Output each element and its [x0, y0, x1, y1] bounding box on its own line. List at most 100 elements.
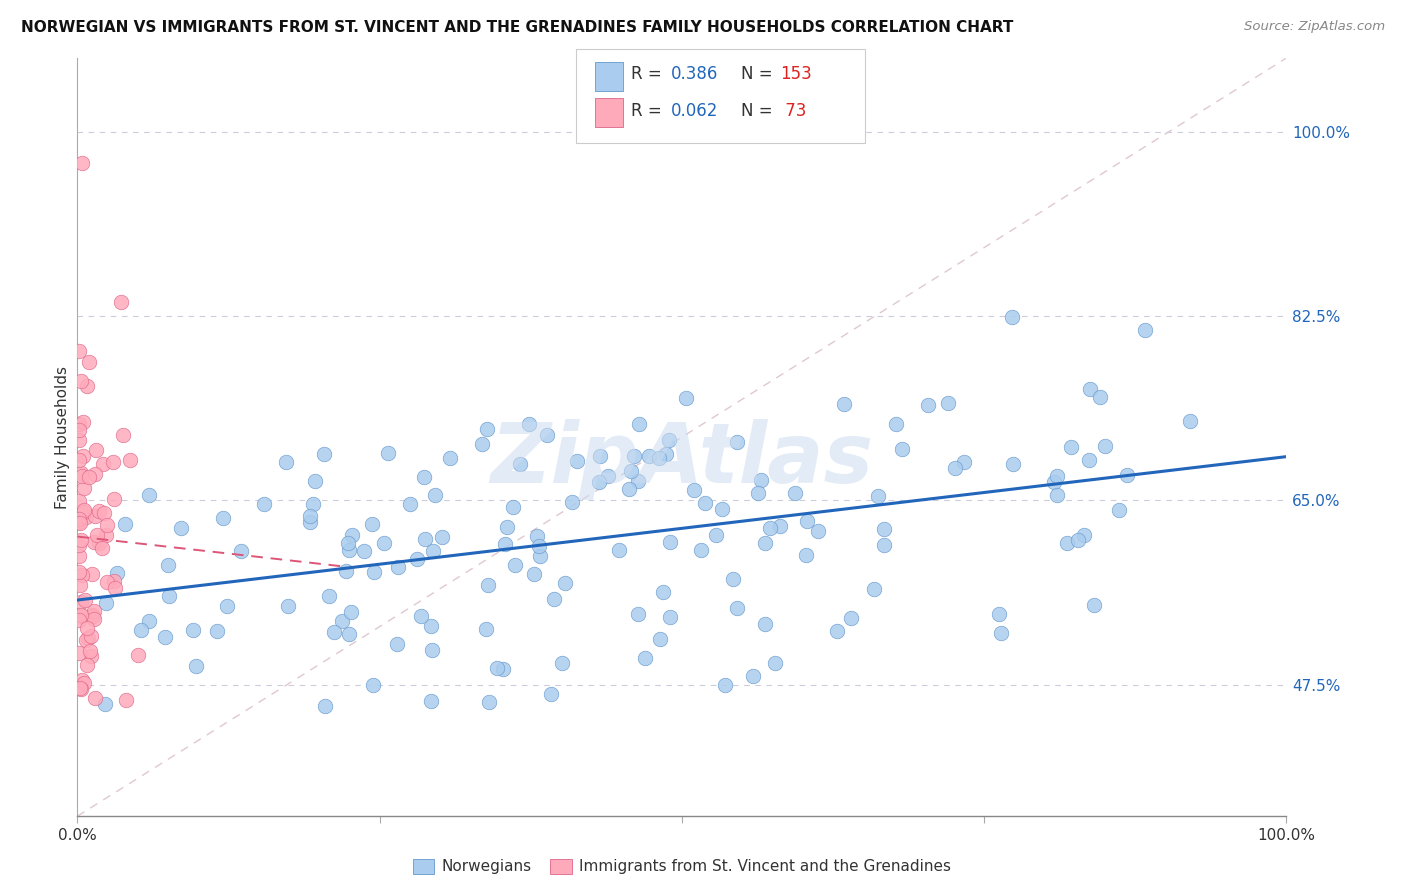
Text: 153: 153 — [780, 65, 813, 83]
Point — [115, 693, 138, 707]
Point — [494, 537, 516, 551]
Point — [70, 533, 93, 547]
Point — [76, 658, 98, 673]
Point — [589, 449, 612, 463]
Point — [83, 612, 105, 626]
Point — [890, 442, 912, 456]
Point — [412, 470, 434, 484]
Point — [627, 475, 650, 489]
Point — [495, 520, 517, 534]
Point — [742, 668, 765, 682]
Point — [420, 643, 443, 657]
Text: 0.386: 0.386 — [671, 65, 718, 83]
Point — [387, 637, 409, 651]
Point — [73, 503, 96, 517]
Point — [1115, 468, 1137, 483]
Point — [335, 564, 357, 578]
Point — [276, 454, 298, 468]
Point — [693, 496, 716, 510]
Point — [105, 566, 128, 581]
Text: R =: R = — [631, 65, 668, 83]
Point — [873, 522, 896, 536]
Point — [1056, 536, 1078, 550]
Point — [675, 391, 697, 405]
Point — [1046, 488, 1069, 502]
Point — [763, 656, 786, 670]
Point — [1046, 468, 1069, 483]
Point — [361, 678, 384, 692]
Legend: Norwegians, Immigrants from St. Vincent and the Grenadines: Norwegians, Immigrants from St. Vincent … — [406, 853, 957, 880]
Point — [486, 661, 509, 675]
Point — [1001, 310, 1024, 324]
Point — [863, 582, 886, 596]
Point — [229, 544, 252, 558]
Point — [596, 468, 619, 483]
Point — [67, 549, 90, 564]
Point — [540, 687, 562, 701]
Point — [299, 508, 322, 523]
Point — [69, 578, 91, 592]
Point — [337, 542, 360, 557]
Point — [1108, 502, 1130, 516]
Point — [554, 575, 576, 590]
Point — [725, 600, 748, 615]
Point — [96, 575, 118, 590]
Point — [714, 677, 737, 691]
Text: Source: ZipAtlas.com: Source: ZipAtlas.com — [1244, 20, 1385, 33]
Point — [314, 698, 336, 713]
Point — [387, 560, 409, 574]
Text: 73: 73 — [780, 102, 807, 120]
Point — [1078, 383, 1101, 397]
Point — [1083, 598, 1105, 612]
Point — [620, 464, 643, 478]
Point — [1178, 414, 1201, 428]
Point — [69, 516, 91, 531]
Text: N =: N = — [741, 65, 778, 83]
Point — [91, 457, 114, 471]
Point — [565, 454, 588, 468]
Point — [588, 475, 610, 490]
Point — [83, 535, 105, 549]
Point — [747, 485, 769, 500]
Point — [67, 512, 90, 526]
Point — [77, 355, 100, 369]
Point — [322, 625, 344, 640]
Point — [651, 585, 673, 599]
Point — [73, 676, 96, 690]
Point — [503, 558, 526, 573]
Point — [103, 491, 125, 506]
Point — [502, 500, 524, 515]
Point — [87, 504, 110, 518]
Point — [318, 590, 340, 604]
Point — [70, 608, 93, 623]
Point — [475, 422, 498, 436]
Point — [492, 661, 515, 675]
Point — [342, 528, 364, 542]
Point — [990, 625, 1012, 640]
Point — [377, 445, 399, 459]
Point — [551, 656, 574, 670]
Point — [536, 427, 558, 442]
Point — [70, 467, 93, 481]
Point — [868, 489, 890, 503]
Point — [1001, 457, 1024, 471]
Point — [94, 596, 117, 610]
Point — [75, 633, 97, 648]
Point — [77, 469, 100, 483]
Point — [70, 469, 93, 483]
Point — [627, 417, 650, 432]
Point — [340, 605, 363, 619]
Point — [70, 595, 93, 609]
Point — [94, 528, 117, 542]
Point — [207, 624, 229, 638]
Point — [67, 538, 90, 552]
Point — [419, 619, 441, 633]
Point — [70, 567, 93, 582]
Point — [936, 396, 959, 410]
Point — [794, 549, 817, 563]
Point — [170, 521, 193, 535]
Point — [312, 448, 335, 462]
Point — [373, 536, 395, 550]
Point — [83, 467, 105, 481]
Point — [67, 494, 90, 508]
